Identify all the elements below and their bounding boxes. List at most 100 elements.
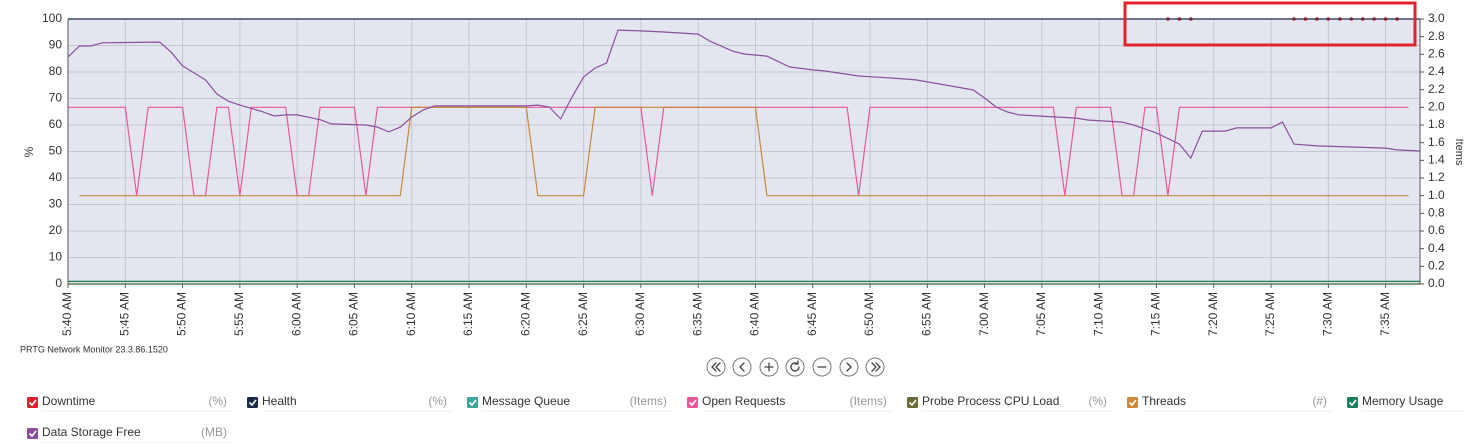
legend-item[interactable]: Probe Process CPU Load (%) xyxy=(907,394,1112,412)
y2-tick-label: 0.6 xyxy=(1428,223,1445,237)
x-tick-label: 7:35 AM xyxy=(1378,292,1392,336)
legend-label: Downtime xyxy=(42,394,96,408)
legend-check xyxy=(468,399,477,407)
x-tick-label: 6:30 AM xyxy=(633,292,647,336)
legend-item[interactable]: Health (%) xyxy=(247,394,452,412)
nav-buttons xyxy=(706,357,885,377)
x-tick-label: 7:10 AM xyxy=(1091,292,1105,336)
x-tick-label: 6:40 AM xyxy=(748,292,762,336)
legend-item[interactable]: Data Storage Free (MB) xyxy=(27,425,232,443)
legend-label: Probe Process CPU Load xyxy=(922,394,1059,408)
legend-unit: (%) xyxy=(1088,394,1107,408)
legend-label: Message Queue xyxy=(482,394,570,408)
y2-tick-label: 2.8 xyxy=(1428,29,1445,43)
series-line xyxy=(67,29,1421,160)
x-tick-label: 5:50 AM xyxy=(175,292,189,336)
series-line xyxy=(79,106,1409,197)
legend-label: Data Storage Free xyxy=(42,425,141,439)
legend-item[interactable]: Message Queue (Items) xyxy=(467,394,672,412)
last-button[interactable] xyxy=(865,357,885,377)
y2-tick-label: 1.0 xyxy=(1428,188,1445,202)
prev-button[interactable] xyxy=(732,357,752,377)
legend-label: Memory Usage xyxy=(1362,394,1444,408)
y-tick-label: 10 xyxy=(49,250,63,264)
y2-tick-label: 0.8 xyxy=(1428,206,1445,220)
legend-check xyxy=(1128,399,1137,407)
zoom-in-button[interactable] xyxy=(759,357,779,377)
legend-item[interactable]: Open Requests (Items) xyxy=(687,394,892,412)
marks xyxy=(67,17,1421,285)
legend-label: Open Requests xyxy=(702,394,785,408)
legend-unit: (%) xyxy=(208,394,227,408)
y-tick-label: 30 xyxy=(49,197,63,211)
y-tick-label: 0 xyxy=(55,276,62,290)
y-tick-label: 40 xyxy=(49,170,63,184)
y2-tick-label: 2.2 xyxy=(1428,82,1445,96)
legend-checkbox xyxy=(687,397,698,408)
y2-tick-label: 0.4 xyxy=(1428,241,1445,255)
x-tick-label: 6:55 AM xyxy=(919,292,933,336)
x-tick-label: 5:55 AM xyxy=(232,292,246,336)
x-tick-label: 5:45 AM xyxy=(117,292,131,336)
x-tick-label: 5:40 AM xyxy=(60,292,74,336)
x-tick-label: 7:30 AM xyxy=(1321,292,1335,336)
legend-check xyxy=(688,399,697,407)
x-tick-label: 7:25 AM xyxy=(1263,292,1277,336)
legend-label: Threads xyxy=(1142,394,1186,408)
y2-tick-label: 0.0 xyxy=(1428,276,1445,290)
y-tick-label: 50 xyxy=(49,144,63,158)
x-tick-label: 6:25 AM xyxy=(576,292,590,336)
y-axis-label: % xyxy=(22,146,36,157)
first-button[interactable] xyxy=(706,357,726,377)
legend-check xyxy=(248,399,257,407)
legend-unit: (Items) xyxy=(630,394,667,408)
y2-axis-label: Items xyxy=(1453,139,1465,166)
x-tick-label: 6:00 AM xyxy=(289,292,303,336)
y2-tick-label: 1.4 xyxy=(1428,153,1445,167)
legend-checkbox xyxy=(1347,397,1358,408)
y-tick-label: 100 xyxy=(42,11,62,25)
y2-tick-label: 3.0 xyxy=(1428,11,1445,25)
y2-tick-label: 1.6 xyxy=(1428,135,1445,149)
y2-tick-label: 2.4 xyxy=(1428,64,1445,78)
x-tick-label: 7:05 AM xyxy=(1034,292,1048,336)
x-tick-label: 6:50 AM xyxy=(862,292,876,336)
y2-tick-label: 1.8 xyxy=(1428,117,1445,131)
footer: PRTG Network Monitor 23.3.86.1520 xyxy=(20,344,168,354)
y2-tick-label: 2.6 xyxy=(1428,47,1445,61)
x-tick-label: 6:10 AM xyxy=(404,292,418,336)
legend: Downtime (%) Health (%) Message Queue (Items)… xyxy=(27,394,1464,443)
x-tick-label: 6:20 AM xyxy=(518,292,532,336)
x-tick-label: 6:45 AM xyxy=(805,292,819,336)
next-button[interactable] xyxy=(839,357,859,377)
x-tick-label: 6:05 AM xyxy=(347,292,361,336)
highlight-box xyxy=(1123,1,1417,47)
y-tick-label: 90 xyxy=(49,38,63,52)
legend-item[interactable]: Threads (#) xyxy=(1127,394,1332,412)
legend-checkbox xyxy=(247,397,258,408)
legend-checkbox xyxy=(27,428,38,439)
x-tick-label: 6:15 AM xyxy=(461,292,475,336)
legend-checkbox xyxy=(1127,397,1138,408)
legend-item[interactable]: Downtime (%) xyxy=(27,394,232,412)
x-tick-label: 7:15 AM xyxy=(1149,292,1163,336)
reset-button[interactable] xyxy=(785,357,805,377)
x-tick-label: 6:35 AM xyxy=(690,292,704,336)
legend-checkbox xyxy=(907,397,918,408)
legend-check xyxy=(908,399,917,407)
y-tick-label: 60 xyxy=(49,117,63,131)
legend-item[interactable]: Memory Usage xyxy=(1347,394,1464,412)
x-tick-label: 7:20 AM xyxy=(1206,292,1220,336)
zoom-out-button[interactable] xyxy=(812,357,832,377)
y-tick-label: 80 xyxy=(49,64,63,78)
y2-tick-label: 0.2 xyxy=(1428,259,1445,273)
legend-check xyxy=(1348,399,1357,407)
legend-checkbox xyxy=(27,397,38,408)
legend-check xyxy=(28,399,37,407)
legend-checkbox xyxy=(467,397,478,408)
legend-unit: (MB) xyxy=(201,425,227,439)
legend-unit: (%) xyxy=(428,394,447,408)
y2-tick-label: 2.0 xyxy=(1428,100,1445,114)
legend-check xyxy=(28,430,37,438)
